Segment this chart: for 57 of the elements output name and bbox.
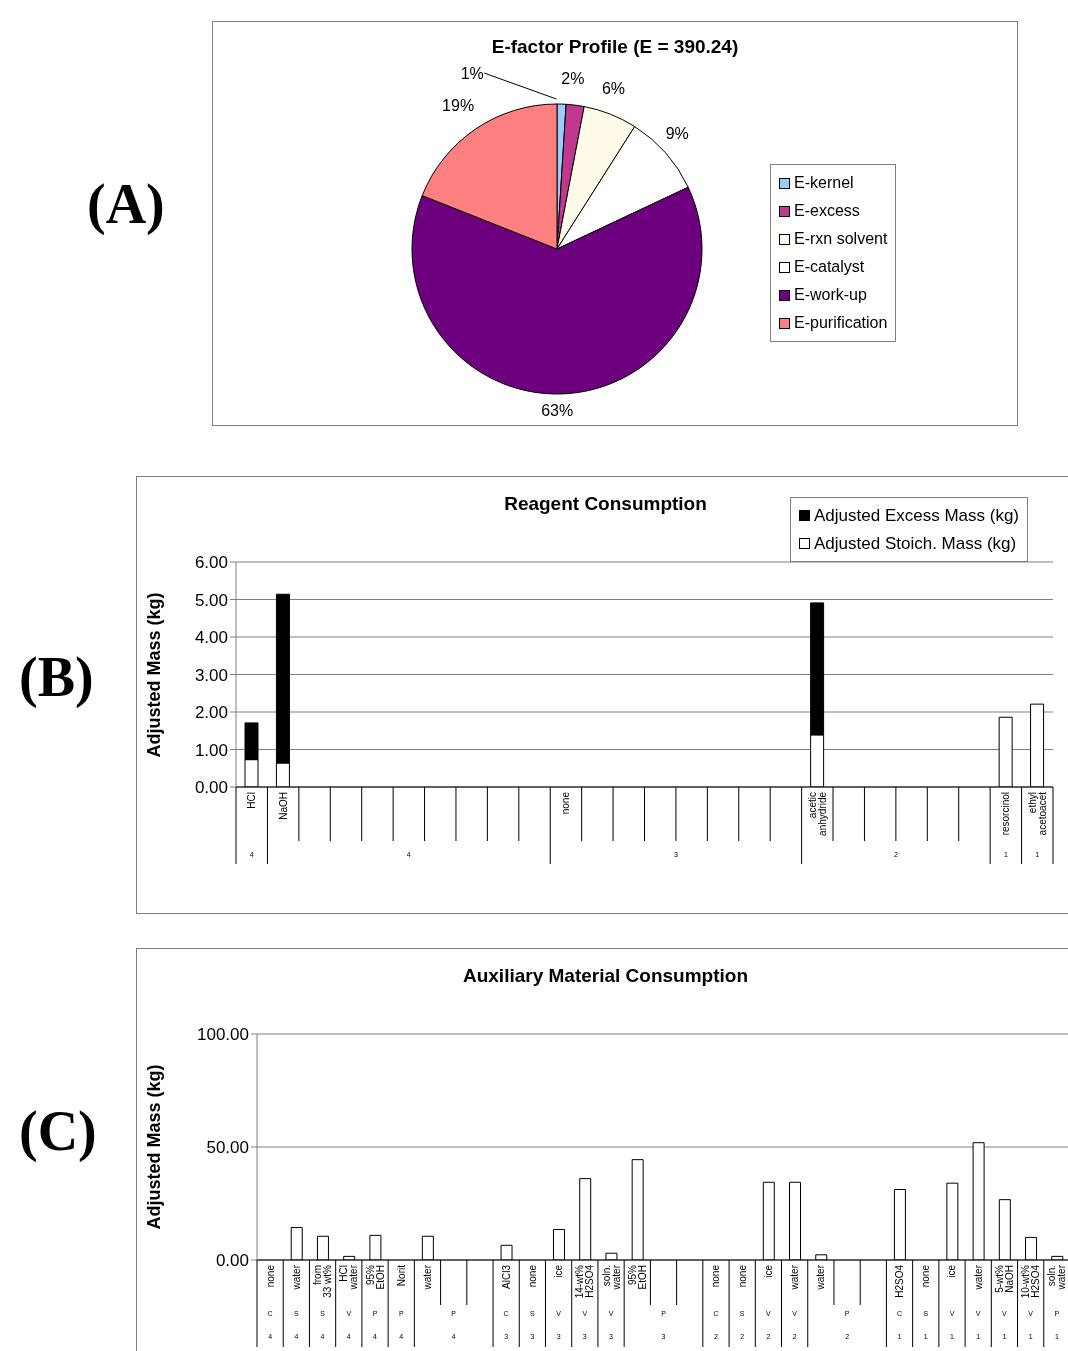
x-tick-label: none <box>560 791 572 815</box>
text: (A) <box>87 172 165 236</box>
x-tick-label: AlCl3 <box>500 1264 512 1289</box>
x-tick-label: none <box>920 1264 932 1288</box>
chart-title: Reagent Consumption <box>504 493 707 514</box>
x-tick-label: ice <box>553 1264 565 1278</box>
x-tick-label: HCl water <box>338 1264 360 1291</box>
data-label: 9% <box>665 125 689 143</box>
x-tick-label: none <box>736 1264 748 1288</box>
x-tick-label: soln. water <box>600 1264 622 1291</box>
x-tick-label: 10-wt% H2SO4 <box>1020 1264 1042 1299</box>
data-label: 19% <box>442 97 475 115</box>
legend-label: E-kernel <box>793 173 855 193</box>
y-tick-label: 6.00 <box>194 553 228 573</box>
x-tick-label: ice <box>762 1264 774 1278</box>
x-tick-label: none <box>264 1264 276 1288</box>
legend-label: E-catalyst <box>793 257 866 277</box>
y-tick-label: 50.00 <box>206 1138 249 1158</box>
legend-label: Adjusted Stoich. Mass (kg) <box>813 532 1018 555</box>
data-label: 63% <box>541 402 574 420</box>
x-tick-label: NaOH <box>277 792 289 820</box>
x-tick-label: water <box>290 1264 302 1291</box>
x-tick-label: water <box>815 1264 827 1291</box>
text: (C) <box>19 1099 97 1163</box>
x-tick-label: water <box>789 1264 801 1291</box>
y-axis-title: Adjusted Mass (kg) <box>143 591 165 758</box>
legend-label: Adjusted Excess Mass (kg) <box>813 505 1020 527</box>
data-label: 1% <box>460 64 484 82</box>
x-tick-label: HCl <box>246 792 258 809</box>
x-tick-label: water <box>972 1264 984 1291</box>
y-tick-label: 0.00 <box>194 778 228 798</box>
y-tick-label: 3.00 <box>194 665 228 685</box>
chart-title: Auxiliary Material Consumption <box>461 965 749 987</box>
legend-label: E-excess <box>793 201 861 221</box>
x-tick-label: soln. water <box>1046 1264 1068 1291</box>
y-tick-label: 4.00 <box>194 628 228 648</box>
y-tick-label: 100.00 <box>197 1025 249 1045</box>
y-tick-label: 5.00 <box>194 590 228 610</box>
y-tick-label: 1.00 <box>194 740 228 760</box>
y-tick-label: 2.00 <box>194 703 228 723</box>
x-tick-label: Norit <box>395 1264 407 1287</box>
x-tick-label: none <box>710 1264 722 1288</box>
text: (B) <box>19 645 94 709</box>
data-label: 6% <box>601 80 626 98</box>
x-tick-label: H2SO4 <box>894 1264 906 1298</box>
x-tick-label: acetic anhydride <box>806 791 828 836</box>
legend-label: E-rxn solvent <box>793 229 888 249</box>
x-tick-label: water <box>421 1264 433 1291</box>
legend-label: E-purification <box>793 313 888 333</box>
y-tick-label: 0.00 <box>215 1251 249 1271</box>
chart-title: E-factor Profile (E = 390.24) <box>490 36 740 58</box>
x-tick-label: ice <box>946 1264 958 1278</box>
data-label: 2% <box>561 69 585 87</box>
x-tick-label: resorcinol <box>1000 792 1012 836</box>
legend-label: E-work-up <box>793 285 868 305</box>
y-axis-title: Adjusted Mass (kg) <box>143 1064 165 1230</box>
x-tick-label: none <box>526 1264 538 1288</box>
